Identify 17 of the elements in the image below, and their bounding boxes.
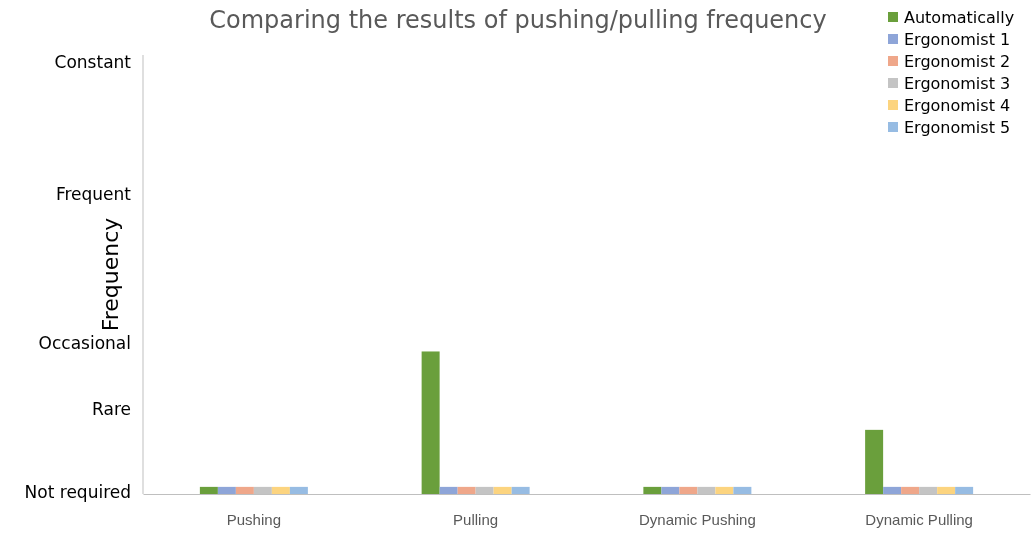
legend-label: Ergonomist 1	[904, 30, 1011, 49]
y-axis-title: Frequency	[98, 217, 123, 332]
chart-title: Comparing the results of pushing/pulling frequency	[209, 6, 827, 34]
legend-label: Ergonomist 5	[904, 118, 1011, 137]
legend-label: Ergonomist 4	[904, 96, 1011, 115]
x-tick-label: Pushing	[226, 510, 281, 528]
legend-label: Ergonomist 3	[904, 74, 1011, 93]
legend-label: Ergonomist 2	[904, 52, 1011, 71]
x-tick-label: Pulling	[453, 510, 499, 528]
text: Occasional	[38, 332, 131, 353]
x-tick-label: Dynamic Pushing	[639, 510, 756, 528]
text: Constant	[54, 52, 132, 73]
text: Rare	[92, 398, 131, 419]
text: Not required	[24, 482, 131, 503]
text: Frequent	[55, 183, 132, 204]
legend-label: Automatically	[904, 8, 1015, 27]
x-tick-label: Dynamic Pulling	[865, 510, 973, 528]
